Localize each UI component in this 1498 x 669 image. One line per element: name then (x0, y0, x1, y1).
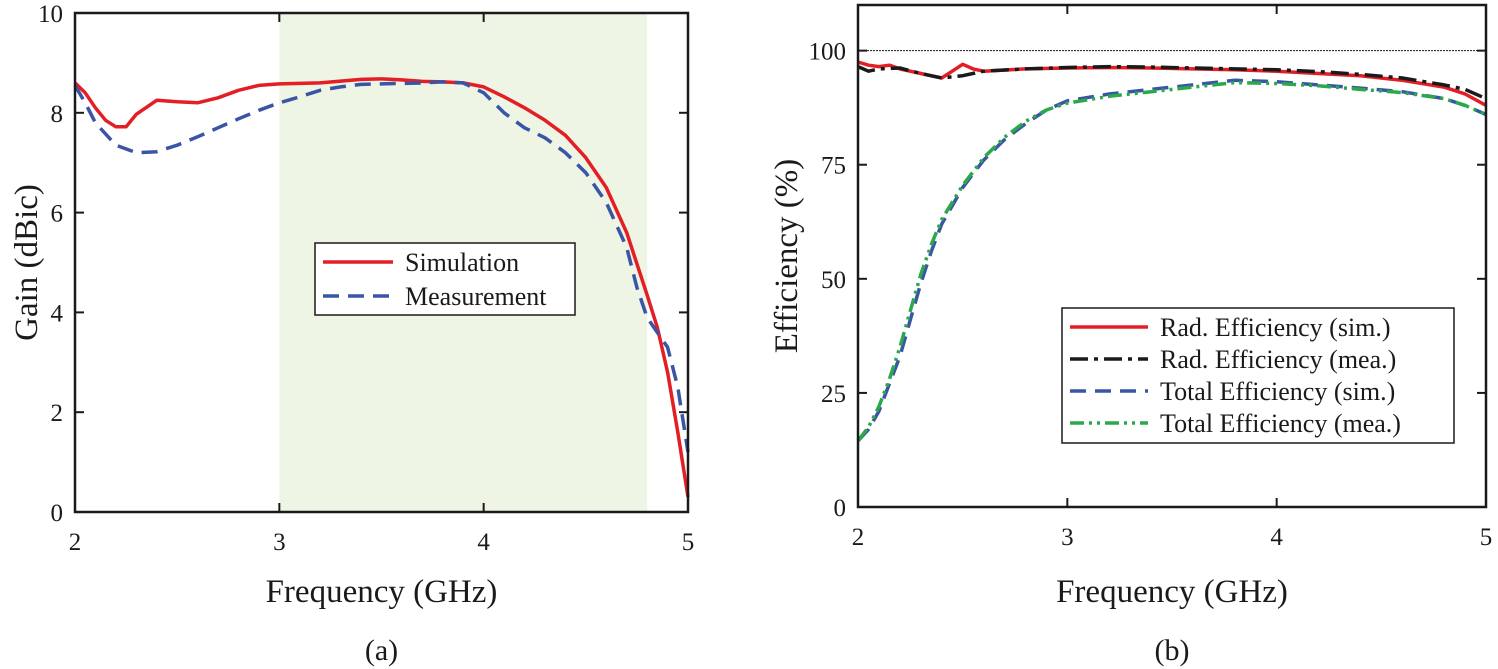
series-line-total-efficiency-mea (856, 80, 1487, 442)
efficiency-legend-box (1061, 307, 1455, 444)
efficiency-legend: Rad. Efficiency (sim.) Rad. Efficiency (… (1061, 307, 1455, 444)
y-tick-label: 75 (821, 153, 846, 180)
efficiency-series-group (856, 60, 1487, 442)
x-tick-label: 4 (1270, 524, 1283, 551)
efficiency-x-axis-title: Frequency (GHz) (1056, 574, 1288, 610)
x-tick-label: 3 (273, 529, 286, 556)
y-tick-label: 25 (821, 381, 846, 408)
y-tick-label: 10 (38, 1, 63, 28)
y-tick-label: 2 (51, 400, 64, 427)
gain-series-group (73, 77, 690, 498)
series-line-simulation (73, 77, 690, 498)
y-tick-label: 0 (834, 495, 847, 522)
y-tick-label: 4 (51, 300, 64, 327)
gain-x-axis-title: Frequency (GHz) (266, 574, 498, 610)
y-tick-label: 0 (51, 500, 64, 527)
efficiency-y-axis-title: Efficiency (%) (769, 159, 805, 354)
y-tick-label: 8 (51, 101, 64, 128)
gain-plot-frame (73, 11, 690, 514)
legend-label-measurement: Measurement (405, 282, 547, 311)
x-tick-label: 5 (1480, 524, 1493, 551)
series-line-rad-efficiency-mea (857, 64, 1487, 101)
gain-legend: Simulation Measurement (314, 242, 576, 316)
efficiency-plot-frame (856, 3, 1488, 509)
y-tick-label: 50 (821, 267, 846, 294)
y-tick-label: 100 (809, 39, 847, 66)
x-tick-label: 2 (852, 524, 865, 551)
series-line-measurement (73, 80, 690, 453)
gain-y-axis-title: Gain (dBic) (9, 184, 45, 341)
x-tick-label: 2 (69, 529, 82, 556)
y-tick-label: 6 (51, 201, 64, 228)
panel-a-caption: (a) (365, 634, 398, 667)
legend-label-rad-mea: Rad. Efficiency (mea.) (1160, 345, 1396, 374)
gain-legend-box (314, 242, 576, 316)
x-tick-label: 4 (477, 529, 490, 556)
panel-b-caption: (b) (1155, 634, 1190, 667)
legend-label-simulation: Simulation (405, 248, 519, 277)
x-tick-label: 3 (1061, 524, 1074, 551)
legend-label-total-sim: Total Efficiency (sim.) (1160, 377, 1395, 406)
x-tick-label: 5 (682, 529, 695, 556)
legend-label-total-mea: Total Efficiency (mea.) (1160, 409, 1401, 438)
legend-label-rad-sim: Rad. Efficiency (sim.) (1160, 313, 1391, 342)
